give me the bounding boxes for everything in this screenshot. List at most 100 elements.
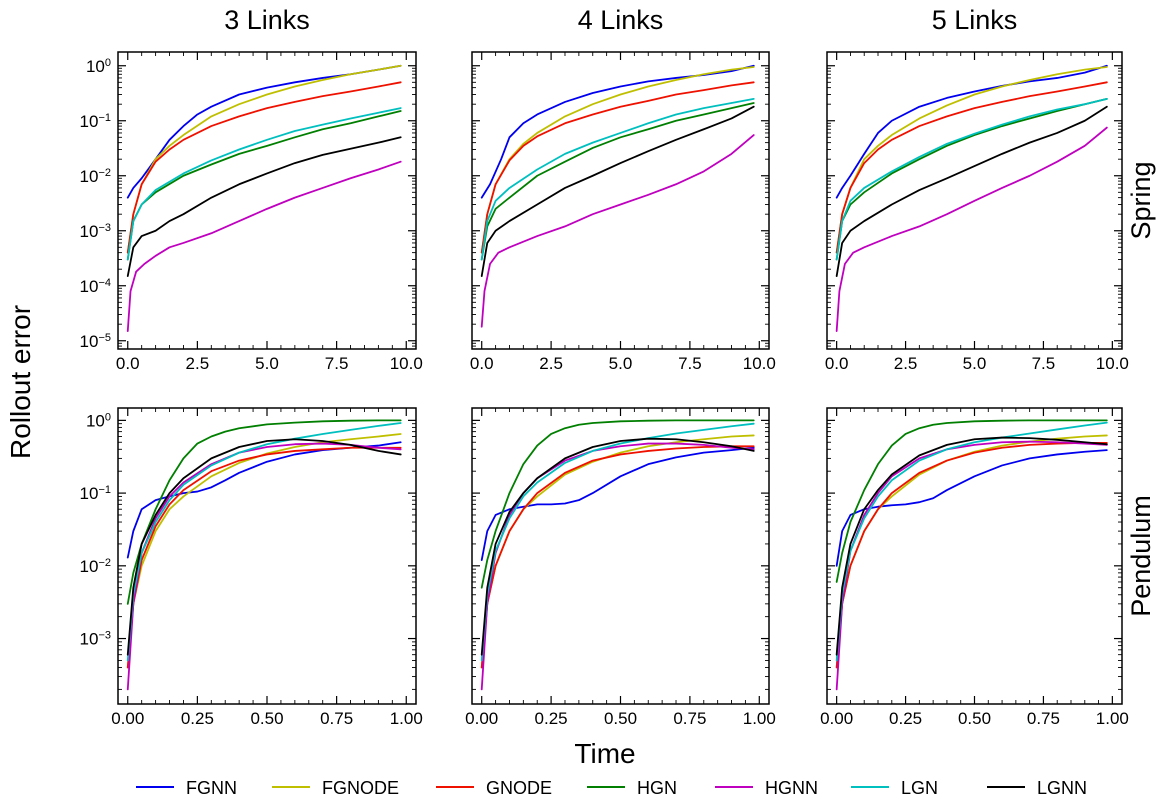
series-line-gnode (126, 81, 402, 254)
y-tick-label: 10−5 (80, 332, 111, 351)
subplot-grid: 0.0 2.5 5.0 7.5 10.0 100 10−1 10−2 10−3 10−4 10−5 0… (80, 51, 1129, 728)
x-tick-label: 0.75 (673, 709, 706, 728)
panel-spring-5-links: 0.0 2.5 5.0 7.5 10.0 (825, 51, 1129, 373)
series-group (835, 64, 1108, 332)
series-line-hgn (835, 419, 1108, 583)
x-tick-label: 0.0 (116, 354, 140, 373)
series-line-hgnn (480, 442, 755, 691)
x-tick-label: 0.25 (889, 709, 922, 728)
x-tick-label: 0.25 (181, 709, 214, 728)
series-group (126, 64, 402, 332)
figure-labels: 3 Links 4 Links 5 Links Spring Pendulum … (5, 5, 1156, 769)
tick-marks (827, 52, 1122, 349)
series-line-lgnn (480, 437, 755, 656)
series-line-lgn (480, 97, 755, 261)
series-line-fgnode (480, 66, 755, 254)
y-tick-label: 10−2 (80, 557, 111, 576)
x-tick-label: 1.00 (743, 709, 776, 728)
column-title-4-links: 4 Links (578, 5, 664, 35)
legend-item-hgnn: HGNN (715, 778, 818, 798)
series-line-lgn (835, 97, 1108, 261)
y-tick-label: 10−2 (80, 167, 111, 186)
series-line-lgnn (480, 105, 755, 277)
series-line-lgn (835, 421, 1108, 662)
series-group (480, 64, 755, 328)
series-line-fgnn (835, 449, 1108, 567)
y-tick-label: 100 (86, 57, 111, 76)
series-line-lgnn (835, 436, 1108, 656)
series-line-lgn (480, 422, 755, 662)
series-line-fgnn (126, 64, 402, 199)
series-line-hgn (835, 97, 1108, 261)
panel-pendulum-4-links: 0.00 0.25 0.50 0.75 1.00 (465, 407, 776, 728)
series-line-lgnn (835, 105, 1108, 277)
tick-marks (118, 52, 416, 349)
series-line-gnode (126, 446, 402, 669)
x-tick-label: 10.0 (390, 354, 423, 373)
series-line-fgnode (480, 434, 755, 669)
x-tick-label: 0.75 (1027, 709, 1060, 728)
x-tick-label: 0.50 (604, 709, 637, 728)
tick-marks (827, 408, 1122, 704)
axes-frame (471, 51, 770, 350)
row-title-pendulum: Pendulum (1126, 495, 1156, 617)
x-tick-label: 0.50 (958, 709, 991, 728)
legend-label: FGNN (186, 778, 237, 798)
series-line-fgnode (126, 64, 402, 254)
series-line-fgnn (835, 64, 1108, 199)
y-tick-label: 10−1 (80, 484, 111, 503)
series-line-hgn (480, 419, 755, 589)
series-line-hgn (126, 419, 402, 605)
series-line-hgnn (835, 126, 1108, 332)
x-tick-label: 0.75 (320, 709, 353, 728)
x-tick-label: 0.25 (535, 709, 568, 728)
y-tick-label: 10−1 (80, 112, 111, 131)
legend-item-lgnn: LGNN (987, 778, 1087, 798)
x-tick-label: 10.0 (1096, 354, 1129, 373)
series-line-lgn (126, 107, 402, 261)
panel-spring-3-links: 0.0 2.5 5.0 7.5 10.0 100 10−1 10−2 10−3 10−4 10−5 (80, 51, 423, 373)
y-tick-label: 10−3 (80, 630, 111, 649)
series-group (480, 419, 755, 691)
x-tick-label: 7.5 (1032, 354, 1056, 373)
series-line-gnode (835, 441, 1108, 669)
series-line-hgnn (835, 440, 1108, 691)
legend-item-fgnode: FGNODE (272, 778, 399, 798)
x-tick-label: 1.00 (390, 709, 423, 728)
column-title-5-links: 5 Links (932, 5, 1018, 35)
tick-marks (472, 408, 769, 704)
series-line-hgn (126, 110, 402, 261)
axes-frame (117, 51, 417, 350)
legend-label: LGNN (1037, 778, 1087, 798)
y-axis-label: Rollout error (5, 305, 36, 459)
x-tick-label: 0.00 (820, 709, 853, 728)
x-tick-label: 5.0 (255, 354, 279, 373)
legend-label: LGN (901, 778, 938, 798)
x-tick-label: 7.5 (325, 354, 349, 373)
x-tick-label: 2.5 (539, 354, 563, 373)
x-tick-label: 5.0 (963, 354, 987, 373)
series-line-lgnn (126, 136, 402, 277)
legend-item-gnode: GNODE (436, 778, 552, 798)
x-tick-label: 5.0 (609, 354, 633, 373)
x-tick-label: 0.0 (470, 354, 494, 373)
legend-label: FGNODE (322, 778, 399, 798)
x-tick-label: 1.00 (1096, 709, 1129, 728)
series-line-fgnode (835, 434, 1108, 669)
legend-item-fgnn: FGNN (136, 778, 237, 798)
x-tick-label: 10.0 (743, 354, 776, 373)
legend-label: HGN (637, 778, 677, 798)
x-tick-label: 0.0 (825, 354, 849, 373)
legend-item-hgn: HGN (587, 778, 677, 798)
series-line-fgnode (126, 433, 402, 669)
y-tick-label: 10−3 (80, 222, 111, 241)
y-tick-label: 100 (86, 411, 111, 430)
series-line-hgn (480, 102, 755, 261)
tick-marks (472, 52, 769, 349)
axes-frame (117, 407, 417, 705)
series-line-fgnn (480, 64, 755, 199)
series-line-gnode (480, 445, 755, 669)
y-tick-label: 10−4 (80, 277, 111, 296)
series-group (126, 419, 402, 691)
